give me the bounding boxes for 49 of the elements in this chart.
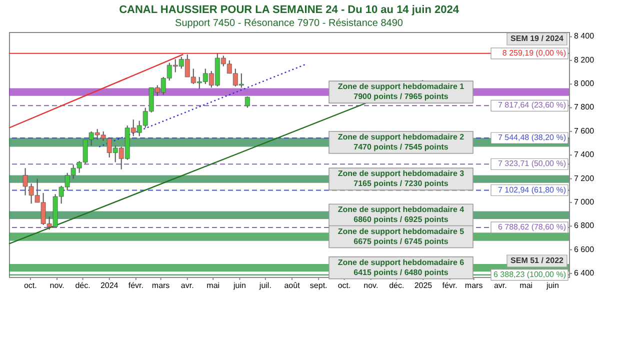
y-tick-label: 7 600: [574, 126, 595, 136]
ref-line-label: 7 102,94 (61,80 %): [498, 185, 566, 194]
ref-line-label: 7 817,64 (23,60 %): [498, 100, 566, 110]
x-tick-label: nov.: [50, 281, 64, 290]
y-tick-label: 7 200: [574, 174, 595, 183]
x-tick-label: sept.: [310, 281, 328, 290]
y-tick-label: 8 000: [574, 79, 595, 88]
ref-line-label: 6 388,23 (100,00 %): [494, 270, 566, 279]
ref-line-label: 7 544,48 (38,20 %): [498, 132, 566, 142]
chart-title: CANAL HAUSSIER POUR LA SEMAINE 24 - Du 10 au 14 juin 2024: [119, 4, 460, 16]
x-tick-label: 2025: [414, 281, 433, 290]
x-tick-label: avr.: [494, 281, 507, 290]
x-tick-label: févr.: [128, 281, 144, 290]
x-tick-label: nov.: [364, 281, 378, 290]
chart-subtitle: Support 7450 - Résonance 7970 - Résistance 8490: [175, 18, 404, 29]
band-label: Zone de support hebdomadaire 4 6860 points / 6925 points: [338, 205, 465, 224]
x-tick-label: mars: [464, 281, 483, 290]
x-tick-label: mai: [520, 281, 533, 290]
x-tick-label: oct.: [24, 281, 37, 290]
ref-line-label: 6 788,62 (78,60 %): [498, 222, 566, 232]
y-tick-label: 8 200: [574, 55, 595, 64]
x-tick-label: déc.: [75, 281, 90, 290]
x-tick-label: mai: [206, 281, 220, 290]
band-label: Zone de support hebdomadaire 1 7900 points / 7965 points: [338, 82, 465, 102]
annotation: SEM 19 / 2024: [510, 34, 564, 43]
band-label: Zone de support hebdomadaire 6 6415 points / 6480 points: [338, 258, 465, 277]
annotation: SEM 51 / 2022: [510, 256, 564, 265]
x-tick-label: juin: [545, 281, 559, 290]
band-label: Zone de support hebdomadaire 3 7165 points / 7230 points: [338, 169, 465, 188]
x-tick-label: avr.: [180, 281, 194, 290]
x-tick-label: août: [284, 281, 301, 290]
y-tick-label: 7 000: [574, 197, 595, 206]
y-tick-label: 7 400: [574, 150, 595, 160]
x-tick-label: déc.: [389, 281, 404, 290]
y-tick-label: 7 800: [574, 102, 595, 112]
band-label: Zone de support hebdomadaire 5 6675 points / 6745 points: [338, 226, 465, 246]
x-tick-label: févr.: [442, 281, 458, 290]
band-label: Zone de support hebdomadaire 2 7470 points / 7545 points: [338, 132, 465, 152]
x-tick-label: juil.: [258, 281, 272, 290]
y-tick-label: 6 800: [574, 221, 595, 230]
x-tick-label: oct.: [338, 281, 351, 290]
ref-line-label: 7 323,71 (50,00 %): [498, 159, 566, 168]
ref-line-label: 8 259,19 (0,00 %): [502, 48, 566, 58]
x-tick-label: mars: [152, 281, 170, 290]
y-tick-label: 6 400: [574, 268, 595, 278]
y-tick-label: 8 400: [574, 32, 595, 41]
x-tick-label: juin: [232, 281, 246, 290]
x-tick-label: 2024: [100, 281, 119, 290]
y-tick-label: 6 600: [574, 244, 595, 254]
